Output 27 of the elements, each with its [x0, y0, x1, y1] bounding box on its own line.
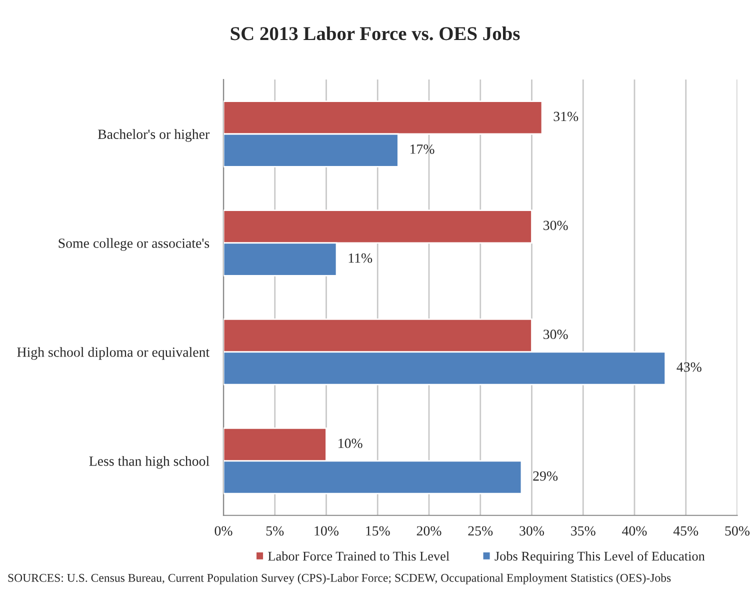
x-tick-label: 30%	[520, 526, 544, 536]
source-note: SOURCES: U.S. Census Bureau, Current Population Survey (CPS)-Labor Force; SCDEW, Occupational Employment Statistics (OES)-Jobs	[8, 574, 671, 584]
data-label: 17%	[410, 144, 434, 154]
x-tick-label: 20%	[416, 526, 442, 536]
y-tick-label: Some college or associate's	[58, 238, 210, 251]
data-label: 43%	[676, 362, 702, 372]
y-tick-label: High school diploma or equivalent	[17, 347, 210, 360]
y-tick-label: Bachelor's or higher	[98, 129, 210, 142]
data-label: 30%	[544, 220, 568, 230]
data-label: 11%	[348, 253, 372, 263]
chart-title: SC 2013 Labor Force vs. OES Jobs	[230, 26, 520, 40]
data-label: 10%	[338, 438, 362, 448]
x-tick-label: 35%	[571, 526, 596, 536]
x-tick-label: 5%	[266, 526, 284, 536]
data-label: 30%	[544, 330, 568, 340]
legend-label: Jobs Requiring This Level of Education	[494, 551, 705, 564]
legend-label: Labor Force Trained to This Level	[268, 551, 450, 561]
x-tick-label: 25%	[468, 526, 493, 536]
x-tick-label: 10%	[314, 526, 339, 536]
data-label: 29%	[533, 471, 558, 481]
y-tick-label: Less than high school	[89, 456, 210, 469]
x-tick-label: 15%	[366, 526, 390, 536]
x-tick-label: 0%	[214, 526, 232, 536]
x-tick-label: 40%	[622, 526, 647, 536]
x-tick-label: 45%	[673, 526, 698, 536]
x-tick-label: 50%	[725, 526, 750, 536]
data-label: 31%	[554, 112, 578, 122]
